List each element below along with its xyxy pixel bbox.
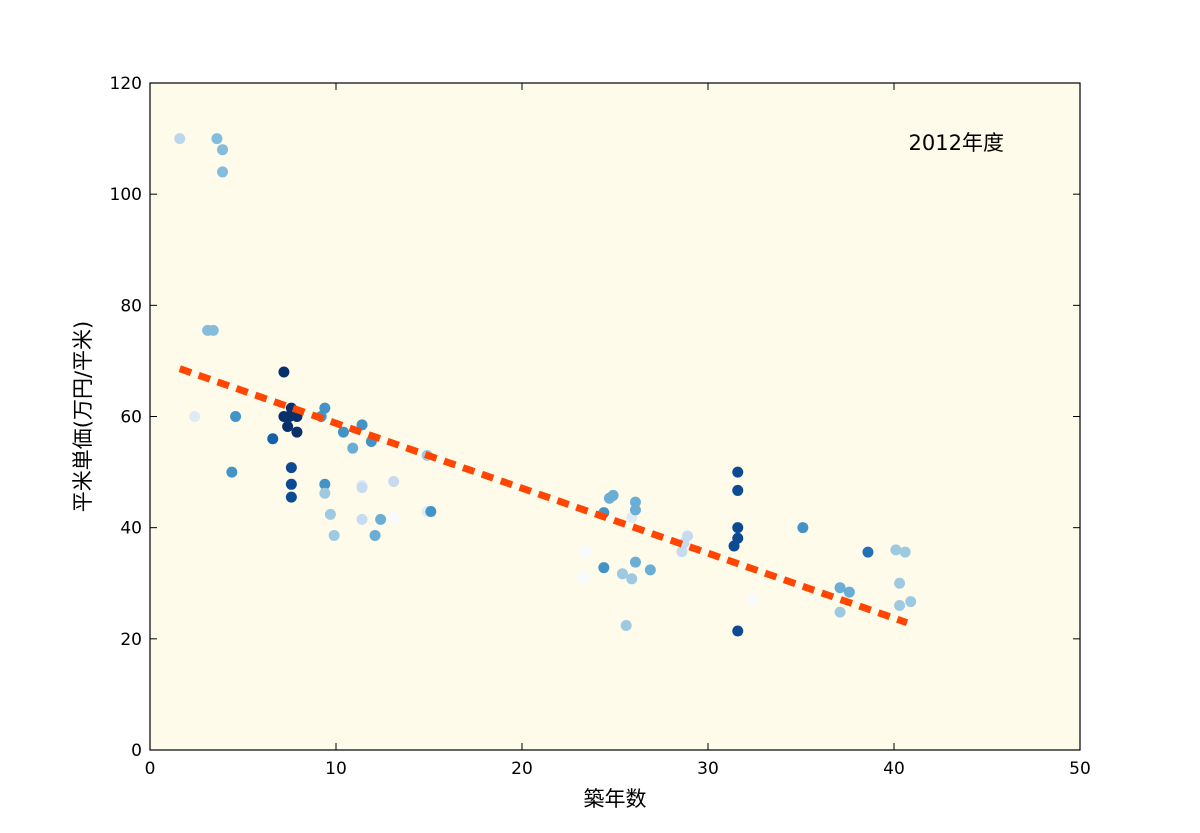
- x-tick-label: 40: [883, 759, 905, 779]
- scatter-point: [226, 466, 238, 478]
- scatter-point: [732, 625, 744, 637]
- plot-area: [150, 83, 1080, 750]
- scatter-point: [285, 491, 297, 503]
- scatter-point: [319, 402, 331, 414]
- scatter-point: [356, 482, 368, 494]
- scatter-point: [890, 544, 902, 556]
- scatter-point: [629, 496, 641, 508]
- scatter-point: [626, 573, 638, 585]
- x-axis-title: 築年数: [584, 787, 647, 811]
- scatter-point: [894, 599, 906, 611]
- scatter-point: [862, 546, 874, 558]
- y-tick-label: 120: [110, 74, 142, 94]
- y-tick-label: 20: [120, 630, 142, 650]
- scatter-point: [267, 433, 279, 445]
- scatter-point: [328, 529, 340, 541]
- scatter-point: [174, 133, 186, 145]
- scatter-point: [732, 466, 744, 478]
- axis-ticks: 0 10 20 30 40 50 0 20 40 60 80 100 120: [110, 74, 1091, 779]
- scatter-point: [579, 546, 591, 558]
- scatter-point: [644, 564, 656, 576]
- scatter-point: [899, 546, 911, 558]
- scatter-point: [278, 366, 290, 378]
- x-tick-label: 0: [145, 759, 156, 779]
- scatter-point: [291, 426, 303, 438]
- x-tick-label: 50: [1069, 759, 1091, 779]
- scatter-point: [894, 577, 906, 589]
- scatter-point: [388, 476, 400, 488]
- scatter-point: [375, 513, 387, 525]
- scatter-point: [282, 421, 294, 433]
- scatter-point: [843, 586, 855, 598]
- scatter-point: [607, 489, 619, 501]
- scatter-point: [285, 478, 297, 490]
- scatter-point: [676, 546, 688, 558]
- scatter-point: [629, 556, 641, 568]
- scatter-point: [189, 411, 201, 422]
- scatter-point: [369, 529, 381, 541]
- scatter-point: [388, 512, 400, 524]
- scatter-point: [834, 606, 846, 618]
- scatter-point: [356, 419, 368, 431]
- scatter-point: [319, 487, 331, 499]
- annotation-label: 2012年度: [909, 131, 1004, 155]
- y-tick-label: 80: [120, 296, 142, 316]
- scatter-point: [217, 166, 229, 178]
- scatter-point: [337, 426, 349, 438]
- y-tick-label: 60: [120, 408, 142, 428]
- scatter-point: [905, 596, 917, 608]
- scatter-point: [285, 462, 297, 474]
- scatter-point: [797, 522, 809, 534]
- scatter-point: [230, 411, 242, 422]
- scatter-point: [347, 442, 359, 454]
- scatter-point: [598, 562, 610, 574]
- scatter-point: [747, 593, 759, 605]
- scatter-point: [616, 568, 628, 580]
- x-tick-label: 20: [511, 759, 533, 779]
- y-axis-title: 平米単価(万円/平米): [71, 321, 95, 512]
- scatter-point: [834, 582, 846, 594]
- y-tick-label: 100: [110, 185, 142, 205]
- scatter-point: [629, 504, 641, 516]
- scatter-point: [356, 513, 368, 525]
- scatter-point: [732, 484, 744, 496]
- scatter-point: [217, 144, 229, 156]
- scatter-point: [324, 508, 336, 520]
- scatter-point: [211, 133, 223, 145]
- y-tick-label: 0: [131, 741, 142, 761]
- scatter-point: [620, 619, 632, 631]
- scatter-point: [319, 478, 331, 490]
- scatter-point: [207, 324, 219, 336]
- y-tick-label: 40: [120, 519, 142, 539]
- trend-line: [178, 365, 909, 627]
- scatter-point: [577, 572, 589, 584]
- x-tick-label: 10: [325, 759, 347, 779]
- scatter-point: [425, 506, 437, 518]
- x-tick-label: 30: [697, 759, 719, 779]
- scatter-point: [732, 522, 744, 534]
- scatter-point: [682, 530, 694, 542]
- scatter-point: [732, 532, 744, 544]
